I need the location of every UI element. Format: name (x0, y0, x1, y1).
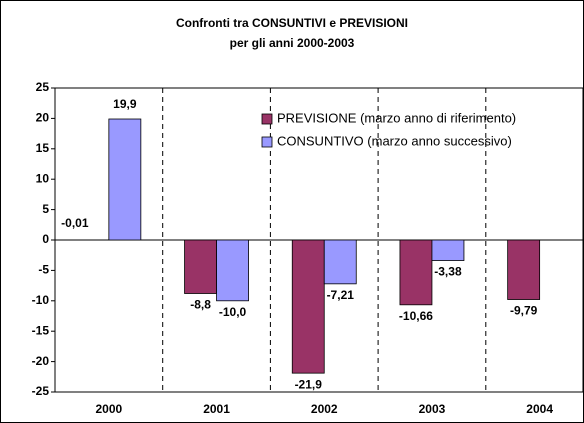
data-label: 19,9 (113, 97, 137, 111)
bar (108, 118, 142, 241)
y-tick-label: -10 (32, 293, 50, 307)
data-label: -8,8 (190, 298, 211, 312)
legend-swatch (261, 113, 273, 125)
y-tick-label: 25 (36, 80, 50, 94)
x-tick-label: 2003 (419, 402, 446, 416)
y-tick-label: 0 (42, 232, 49, 246)
x-tick-label: 2000 (95, 402, 122, 416)
bar (291, 239, 325, 374)
data-label: -10,0 (219, 305, 247, 319)
data-label: -9,79 (510, 304, 538, 318)
data-label: -7,21 (327, 288, 355, 302)
bar (431, 239, 465, 261)
y-tick-label: -5 (38, 263, 49, 277)
legend-swatch (261, 136, 273, 148)
y-tick-label: 15 (36, 141, 50, 155)
y-tick-label: -20 (32, 354, 50, 368)
y-tick-label: 20 (36, 111, 50, 125)
y-tick-label: 5 (42, 202, 49, 216)
data-label: -10,66 (399, 309, 433, 323)
y-tick-label: -15 (32, 323, 50, 337)
bar (216, 239, 249, 302)
x-tick-label: 2004 (526, 402, 553, 416)
data-label: -21,9 (295, 377, 323, 391)
data-label: -0,01 (61, 216, 89, 230)
data-label: -3,38 (434, 265, 462, 279)
bar (507, 239, 541, 300)
y-tick-label: 10 (36, 171, 50, 185)
legend-label: PREVISIONE (marzo anno di riferimento) (277, 110, 516, 125)
chart-subtitle: per gli anni 2000-2003 (230, 36, 355, 50)
legend-label: CONSUNTIVO (marzo anno successivo) (277, 133, 512, 148)
bar (323, 239, 357, 285)
chart-title: Confronti tra CONSUNTIVI e PREVISIONI (176, 16, 408, 30)
y-tick-label: -25 (32, 384, 50, 398)
x-tick-label: 2001 (203, 402, 230, 416)
x-tick-label: 2002 (311, 402, 338, 416)
bar (399, 239, 433, 306)
bar (184, 239, 217, 294)
